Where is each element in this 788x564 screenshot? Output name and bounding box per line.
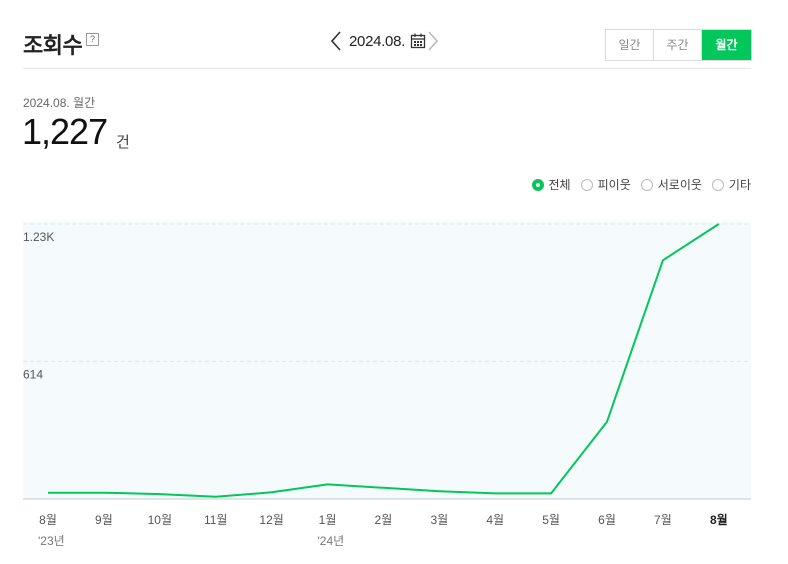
tab-weekly[interactable]: 주간	[653, 30, 701, 60]
x-year-label: '24년	[318, 534, 345, 548]
date-navigator: 2024.08.	[329, 28, 440, 54]
filter-neighbors[interactable]: 피이웃	[580, 176, 631, 193]
summary-unit: 건	[116, 134, 130, 151]
filter-mutual-neighbors[interactable]: 서로이웃	[640, 176, 702, 193]
radio-icon	[580, 178, 593, 191]
chevron-right-icon	[428, 31, 438, 51]
tab-daily[interactable]: 일간	[618, 38, 641, 52]
x-tick-label: 3월	[430, 513, 448, 527]
x-tick-label: 12월	[259, 513, 283, 527]
filter-other-label: 기타	[728, 178, 751, 192]
x-tick-label: 11월	[204, 513, 228, 527]
summary-period-label: 2024.08. 월간	[23, 96, 96, 110]
period-tabs: 일간 주간 월간	[605, 29, 752, 61]
page-title: 조회수	[23, 33, 83, 58]
y-tick-label: 614	[23, 367, 43, 381]
next-period-button[interactable]	[426, 30, 440, 52]
x-tick-label: 5월	[542, 513, 560, 527]
x-tick-label: 4월	[486, 513, 504, 527]
filter-neighbors-label: 피이웃	[597, 178, 631, 192]
prev-period-button[interactable]	[329, 30, 343, 52]
x-year-label: '23년	[38, 534, 65, 548]
x-tick-label: 8월	[710, 512, 728, 527]
help-icon[interactable]: ?	[86, 33, 99, 46]
x-tick-label: 7월	[654, 513, 672, 527]
plot-area	[23, 222, 751, 499]
tab-monthly[interactable]: 월간	[701, 30, 751, 60]
x-tick-label: 1월	[319, 513, 337, 527]
x-tick-label: 9월	[95, 513, 113, 527]
x-tick-label: 8월	[39, 513, 57, 527]
radio-icon	[711, 178, 724, 191]
current-date-label: 2024.08.	[349, 32, 405, 50]
summary-total-value: 1,227	[22, 111, 108, 152]
x-tick-label: 2월	[375, 513, 393, 527]
calendar-icon[interactable]	[410, 33, 426, 49]
chevron-left-icon	[331, 31, 341, 51]
x-tick-label: 6월	[598, 513, 616, 527]
filter-other[interactable]: 기타	[711, 176, 751, 193]
x-tick-label: 10월	[148, 513, 172, 527]
filter-all[interactable]: 전체	[531, 176, 571, 193]
filter-mutual-neighbors-label: 서로이웃	[657, 178, 702, 192]
y-tick-label: 1.23K	[23, 230, 54, 244]
header-divider	[23, 68, 751, 69]
filter-legend: 전체 피이웃 서로이웃 기타	[522, 176, 751, 193]
radio-icon	[531, 178, 544, 191]
filter-all-label: 전체	[548, 178, 571, 192]
radio-icon	[640, 178, 653, 191]
